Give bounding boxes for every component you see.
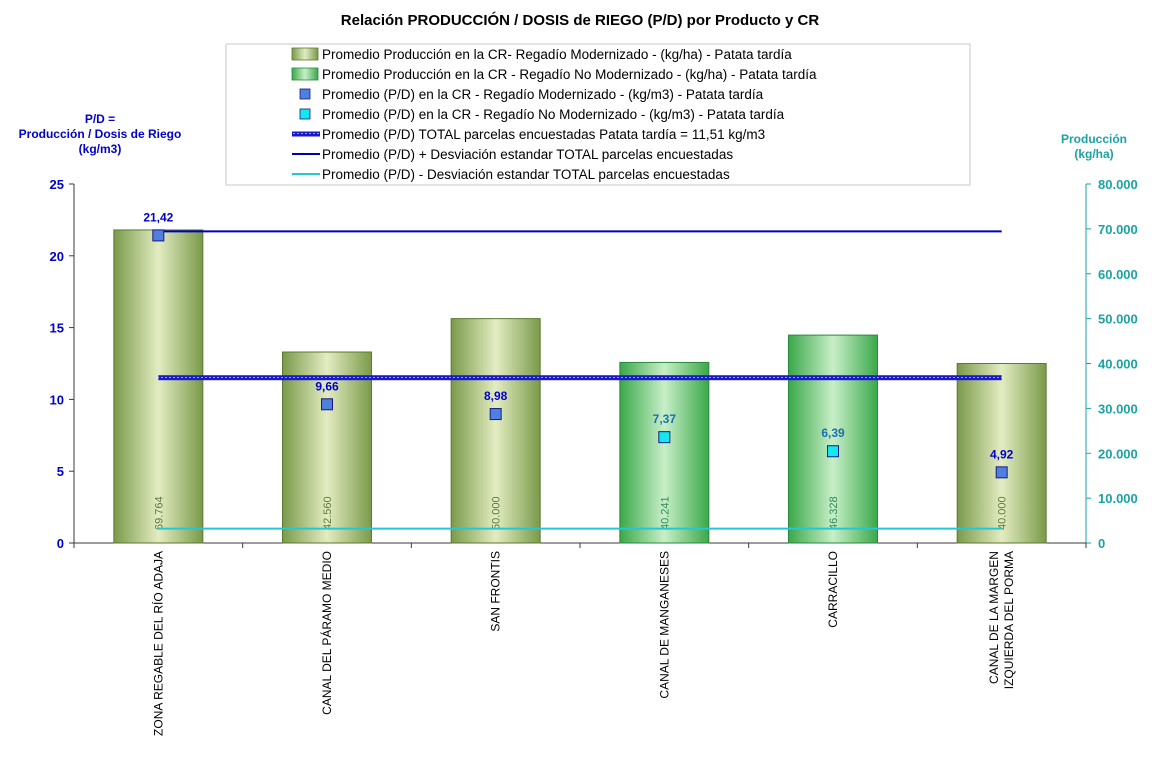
legend-label: Promedio (P/D) en la CR - Regadío Modern… <box>322 87 764 102</box>
category-label: CANAL DE MANGANESES <box>657 551 671 699</box>
reference-lines <box>158 230 1002 530</box>
pd-value-label: 6,39 <box>821 426 845 440</box>
y-axis-left-title-line: Producción / Dosis de Riego <box>19 127 182 141</box>
y-tick-label-right: 20.000 <box>1098 446 1138 461</box>
y-axis-left-title-line: P/D = <box>85 112 115 126</box>
bar <box>450 318 541 544</box>
legend-label: Promedio (P/D) TOTAL parcelas encuestada… <box>322 127 765 142</box>
pd-marker <box>321 398 333 411</box>
category-label: CANAL DEL PÁRAMO MEDIO <box>319 551 334 715</box>
pd-value-label: 7,37 <box>653 412 677 426</box>
pd-marker <box>658 431 671 444</box>
pd-marker <box>152 229 165 242</box>
legend-square-modernizado-icon <box>299 88 311 100</box>
y-tick-label-left: 0 <box>57 536 64 551</box>
y-tick-label-right: 40.000 <box>1098 357 1138 372</box>
legend-item: Promedio Producción en la CR - Regadío N… <box>291 67 817 82</box>
legend: Promedio Producción en la CR- Regadío Mo… <box>225 43 971 186</box>
y-tick-label-left: 15 <box>50 321 64 336</box>
pd-value-label: 21,42 <box>143 210 173 224</box>
pd-marker <box>827 445 839 458</box>
chart-title: Relación PRODUCCIÓN / DOSIS de RIEGO (P/… <box>341 11 820 29</box>
bar <box>113 229 204 544</box>
y-tick-label-right: 50.000 <box>1098 312 1138 327</box>
legend-square-no-modernizado-icon <box>299 108 311 120</box>
pd-value-label: 4,92 <box>990 447 1014 461</box>
y-tick-label-right: 30.000 <box>1098 401 1138 416</box>
axes: 0 5 10 15 20 25 0 10.000 20.000 30.000 40.000 50.00… <box>50 177 1138 551</box>
y-axis-right-title-line: Producción <box>1061 132 1127 146</box>
y-tick-label-left: 5 <box>57 464 64 479</box>
legend-line-total-icon <box>292 131 320 137</box>
legend-bar-modernizado-icon <box>291 47 319 61</box>
pd-value-label: 9,66 <box>315 379 339 393</box>
y-tick-label-left: 25 <box>50 177 64 192</box>
bar <box>282 351 372 544</box>
category-labels: ZONA REGABLE DEL RÍO ADAJA CANAL DEL PÁRA… <box>150 551 1016 736</box>
y-tick-label-right: 10.000 <box>1098 491 1138 506</box>
legend-box <box>225 43 971 186</box>
bar-value-label: 50.000 <box>491 496 503 530</box>
legend-item: Promedio (P/D) en la CR - Regadío No Mod… <box>299 107 785 122</box>
legend-item: Promedio (P/D) en la CR - Regadío Modern… <box>299 87 764 102</box>
legend-item: Promedio (P/D) TOTAL parcelas encuestada… <box>292 127 765 142</box>
bar-value-label: 69.764 <box>153 496 165 530</box>
category-label: CANAL DE LA MARGEN <box>987 551 1001 684</box>
y-axis-right-title: Producción(kg/ha) <box>1061 132 1127 161</box>
legend-label: Promedio Producción en la CR - Regadío N… <box>322 67 817 82</box>
y-tick-label-right: 80.000 <box>1098 177 1138 192</box>
legend-label: Promedio (P/D) - Desviación estandar TOT… <box>322 167 730 182</box>
y-axis-left-title: P/D =Producción / Dosis de Riego(kg/m3) <box>19 112 182 156</box>
legend-item: Promedio Producción en la CR- Regadío Mo… <box>291 47 792 62</box>
bar-value-label: 40.241 <box>659 496 671 530</box>
bars: 69.764 42.560 50.000 40.241 46.328 40.000 <box>113 229 1047 544</box>
pd-markers: 21,42 9,66 8,98 7,37 6,39 4,92 <box>143 210 1014 479</box>
line-pd-total <box>158 375 1002 381</box>
y-tick-label-left: 20 <box>50 249 64 264</box>
bar <box>788 334 878 544</box>
category-label: IZQUIERDA DEL PORMA <box>1002 551 1016 689</box>
pd-marker <box>489 408 502 421</box>
category-label: ZONA REGABLE DEL RÍO ADAJA <box>150 551 165 736</box>
bar-value-label: 46.328 <box>828 496 840 530</box>
y-tick-label-right: 70.000 <box>1098 222 1138 237</box>
category-label: CARRACILLO <box>826 551 840 628</box>
bar <box>956 363 1047 544</box>
pd-marker <box>995 466 1008 479</box>
y-tick-label-right: 0 <box>1098 536 1105 551</box>
y-axis-left-title-line: (kg/m3) <box>79 142 122 156</box>
bar-value-label: 40.000 <box>997 496 1009 530</box>
legend-label: Promedio (P/D) + Desviación estandar TOT… <box>322 147 733 162</box>
pd-value-label: 8,98 <box>484 389 508 403</box>
y-axis-right-title-line: (kg/ha) <box>1074 147 1113 161</box>
legend-bar-no-modernizado-icon <box>291 67 319 81</box>
bar-value-label: 42.560 <box>322 496 334 530</box>
y-tick-label-left: 10 <box>50 392 64 407</box>
legend-label: Promedio Producción en la CR- Regadío Mo… <box>322 47 792 62</box>
legend-item: Promedio (P/D) - Desviación estandar TOT… <box>292 167 730 182</box>
y-tick-label-right: 60.000 <box>1098 267 1138 282</box>
legend-item: Promedio (P/D) + Desviación estandar TOT… <box>292 147 733 162</box>
category-label: SAN FRONTIS <box>489 551 503 632</box>
legend-label: Promedio (P/D) en la CR - Regadío No Mod… <box>322 107 785 122</box>
bar <box>619 361 710 544</box>
